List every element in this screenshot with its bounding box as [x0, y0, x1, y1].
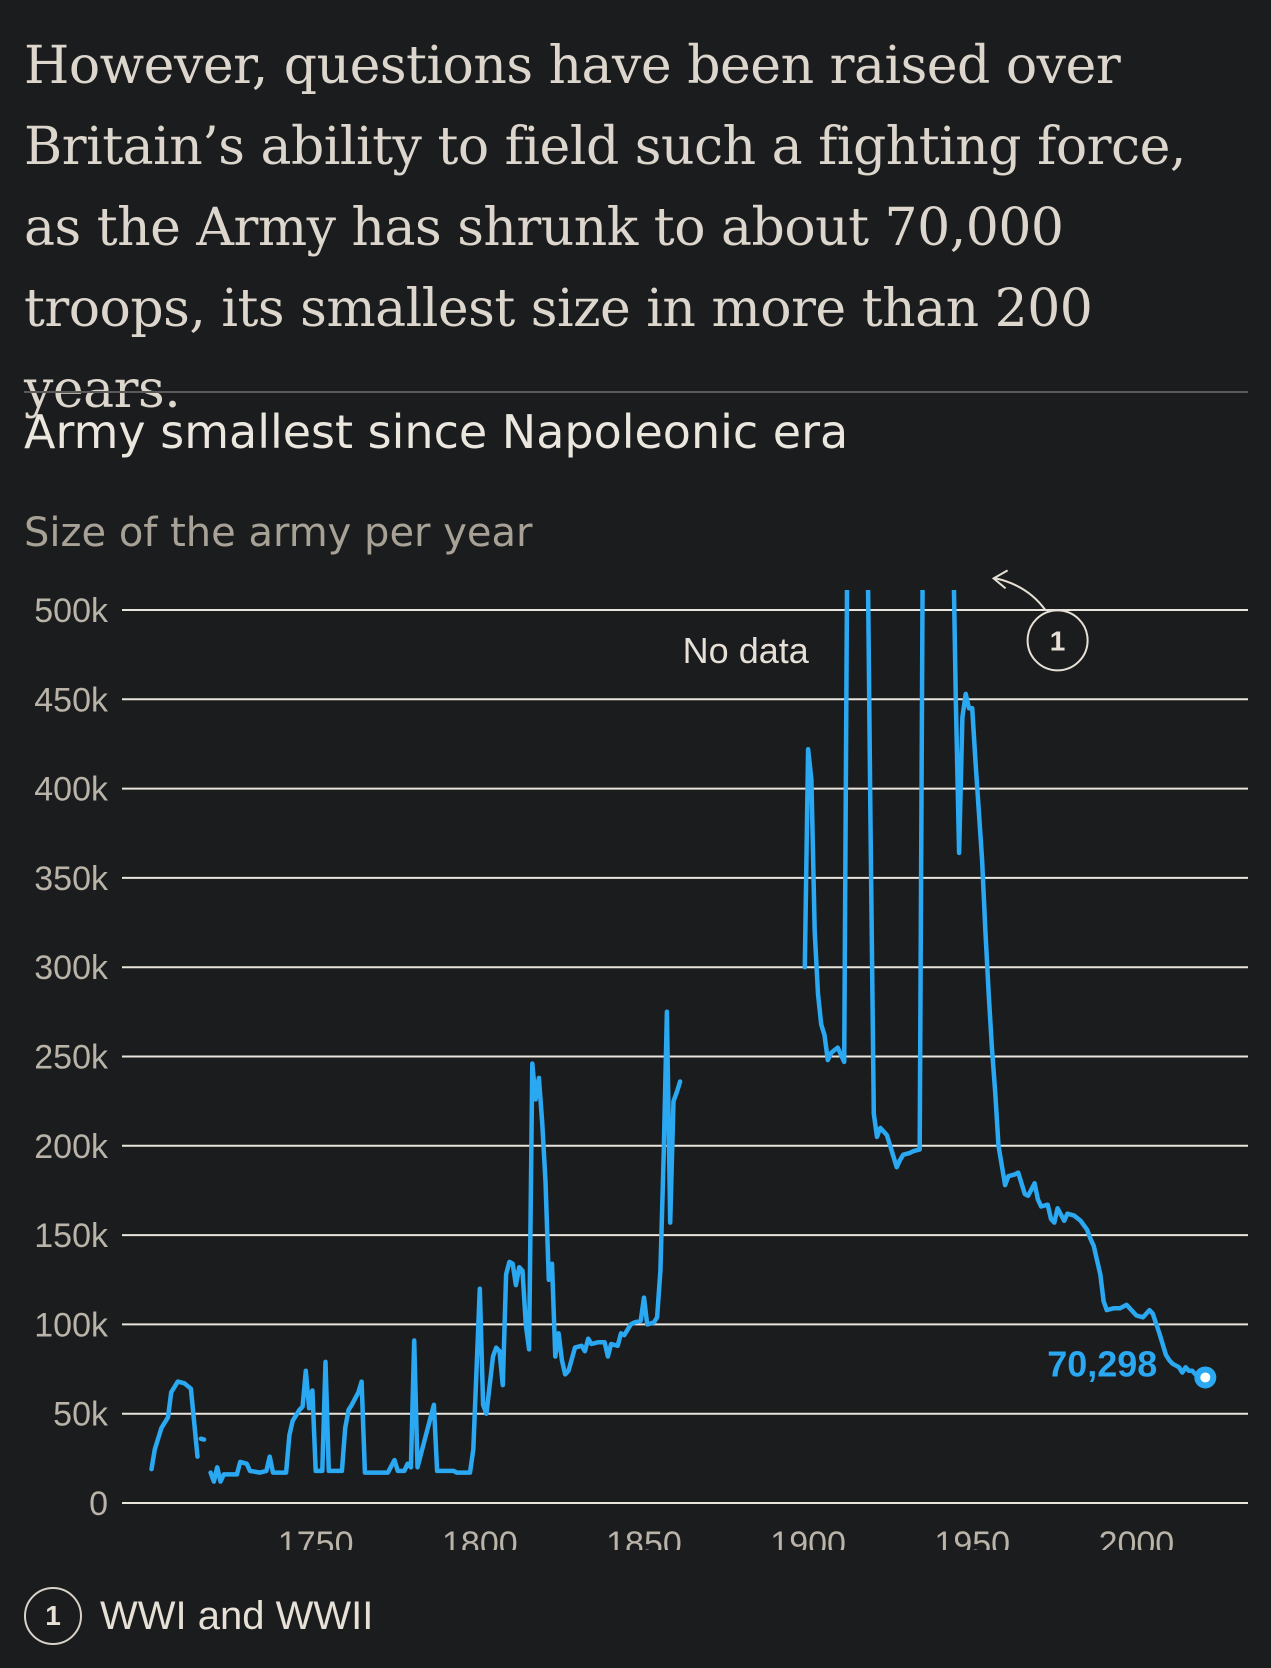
x-tick-label: 1900: [770, 1525, 846, 1550]
footnote: 1 WWI and WWII: [24, 1584, 373, 1648]
y-tick-label: 500k: [34, 592, 109, 630]
callout-badge-label: 1: [1050, 625, 1066, 656]
chart-subtitle: Size of the army per year: [24, 510, 533, 556]
footnote-badge: 1: [24, 1587, 82, 1645]
callout-badge: [1026, 609, 1089, 672]
x-tick-label: 1800: [442, 1525, 518, 1550]
x-tick-label: 1750: [278, 1525, 354, 1550]
y-tick-label: 350k: [34, 860, 109, 898]
callout-arrow: [995, 577, 1047, 611]
x-tick-label: 1950: [934, 1525, 1010, 1550]
x-tick-label: 2000: [1099, 1525, 1175, 1550]
series-line-segment: [198, 1436, 207, 1442]
x-tick-label: 1850: [606, 1525, 682, 1550]
end-point-marker-center: [1200, 1372, 1211, 1383]
series-line-segment: [208, 1009, 683, 1484]
y-tick-label: 150k: [34, 1217, 109, 1255]
series-line-segment: [149, 1379, 200, 1472]
army-size-line-chart: 0 50k 100k 150k 200k 250k 300k 350k 400k 450k 500k…: [34, 569, 1248, 1550]
y-tick-label: 300k: [34, 949, 109, 987]
series-line-segment: [951, 590, 1208, 1380]
series-line-segment: [865, 590, 925, 1170]
callout-arrowhead: [991, 569, 1009, 590]
intro-paragraph: However, questions have been raised over…: [24, 36, 1186, 420]
y-tick-label: 0: [89, 1485, 108, 1523]
footnote-text: WWI and WWII: [100, 1593, 374, 1638]
y-tick-label: 450k: [34, 681, 109, 719]
y-tick-label: 400k: [34, 771, 109, 809]
chart-title: Army smallest since Napoleonic era: [24, 405, 849, 459]
series-line-segment: [802, 590, 850, 1065]
y-tick-label: 200k: [34, 1128, 109, 1166]
end-value-label: 70,298: [1047, 1343, 1157, 1384]
section-divider: [24, 391, 1248, 393]
y-tick-label: 250k: [34, 1039, 109, 1077]
y-tick-label: 50k: [53, 1396, 109, 1434]
y-tick-label: 100k: [34, 1306, 109, 1344]
no-data-annotation: No data: [683, 630, 810, 671]
